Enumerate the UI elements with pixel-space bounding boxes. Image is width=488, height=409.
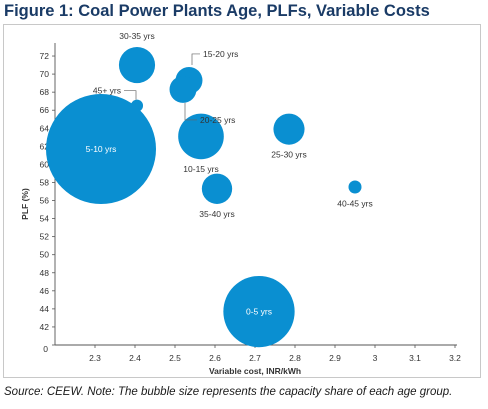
bubble	[223, 275, 295, 348]
y-tick-label: 56	[40, 196, 50, 206]
y-tick-label: 46	[40, 286, 50, 296]
figure-title: Figure 1: Coal Power Plants Age, PLFs, V…	[4, 2, 430, 20]
bubbles	[46, 46, 362, 348]
bubble-label: 10-15 yrs	[183, 164, 218, 174]
origin-label: 0	[43, 344, 48, 354]
y-tick-label: 64	[40, 123, 50, 133]
y-tick-label: 72	[40, 51, 50, 61]
y-tick-label: 70	[40, 69, 50, 79]
x-tick-label: 3.2	[449, 353, 461, 363]
x-tick-label: 2.8	[289, 353, 301, 363]
x-tick-label: 2.7	[249, 353, 261, 363]
bubble	[273, 113, 305, 145]
y-tick-label: 44	[40, 304, 50, 314]
bubble-label: 0-5 yrs	[246, 307, 272, 317]
axes: 42 44 46 48 50 52 54 56 58 60 62 64 66 68 70 72 2.3 2.4 2.…	[40, 43, 461, 363]
callout-leader	[191, 53, 200, 65]
bubble-label: 35-40 yrs	[199, 209, 234, 219]
y-tick-label: 58	[40, 177, 50, 187]
bubble	[169, 75, 197, 103]
bubble-label: 15-20 yrs	[203, 49, 238, 59]
x-tick-label: 2.5	[169, 353, 181, 363]
y-tick-label: 62	[40, 141, 50, 151]
bubble-label: 25-30 yrs	[271, 150, 306, 160]
x-tick-label: 3	[373, 353, 378, 363]
y-axis-label: PLF (%)	[20, 188, 30, 220]
x-tick-label: 3.1	[409, 353, 421, 363]
bubble-label: 5-10 yrs	[86, 144, 117, 154]
callout-leader	[184, 102, 197, 121]
x-tick-label: 2.4	[129, 353, 141, 363]
callout-leader	[124, 90, 137, 100]
x-tick-label: 2.9	[329, 353, 341, 363]
bubble-labels: 30-35 yrs 15-20 yrs 20-25 yrs 45+ yrs 5-10 y…	[86, 31, 373, 317]
x-tick-label: 2.6	[209, 353, 221, 363]
y-tick-label: 52	[40, 232, 50, 242]
bubble-chart: 42 44 46 48 50 52 54 56 58 60 62 64 66 68 70 72 2.3 2.4 2.…	[20, 31, 461, 376]
bubble-label: 45+ yrs	[93, 86, 121, 96]
bubble-label: 20-25 yrs	[200, 115, 235, 125]
bubble	[178, 113, 224, 160]
y-tick-label: 50	[40, 250, 50, 260]
source-note: Source: CEEW. Note: The bubble size repr…	[4, 386, 453, 398]
bubble	[118, 46, 156, 84]
y-tick-label: 42	[40, 322, 50, 332]
y-tick-label: 68	[40, 87, 50, 97]
bubble	[46, 94, 156, 205]
y-tick-label: 48	[40, 268, 50, 278]
x-tick-label: 2.3	[89, 353, 101, 363]
y-tick-label: 54	[40, 214, 50, 224]
x-axis-label: Variable cost, INR/kWh	[209, 366, 301, 376]
bubble-label: 40-45 yrs	[337, 198, 372, 208]
y-tick-label: 60	[40, 159, 50, 169]
bubble	[348, 180, 362, 194]
bubble	[201, 173, 233, 204]
bubble-label: 30-35 yrs	[119, 31, 154, 41]
y-tick-label: 66	[40, 105, 50, 115]
